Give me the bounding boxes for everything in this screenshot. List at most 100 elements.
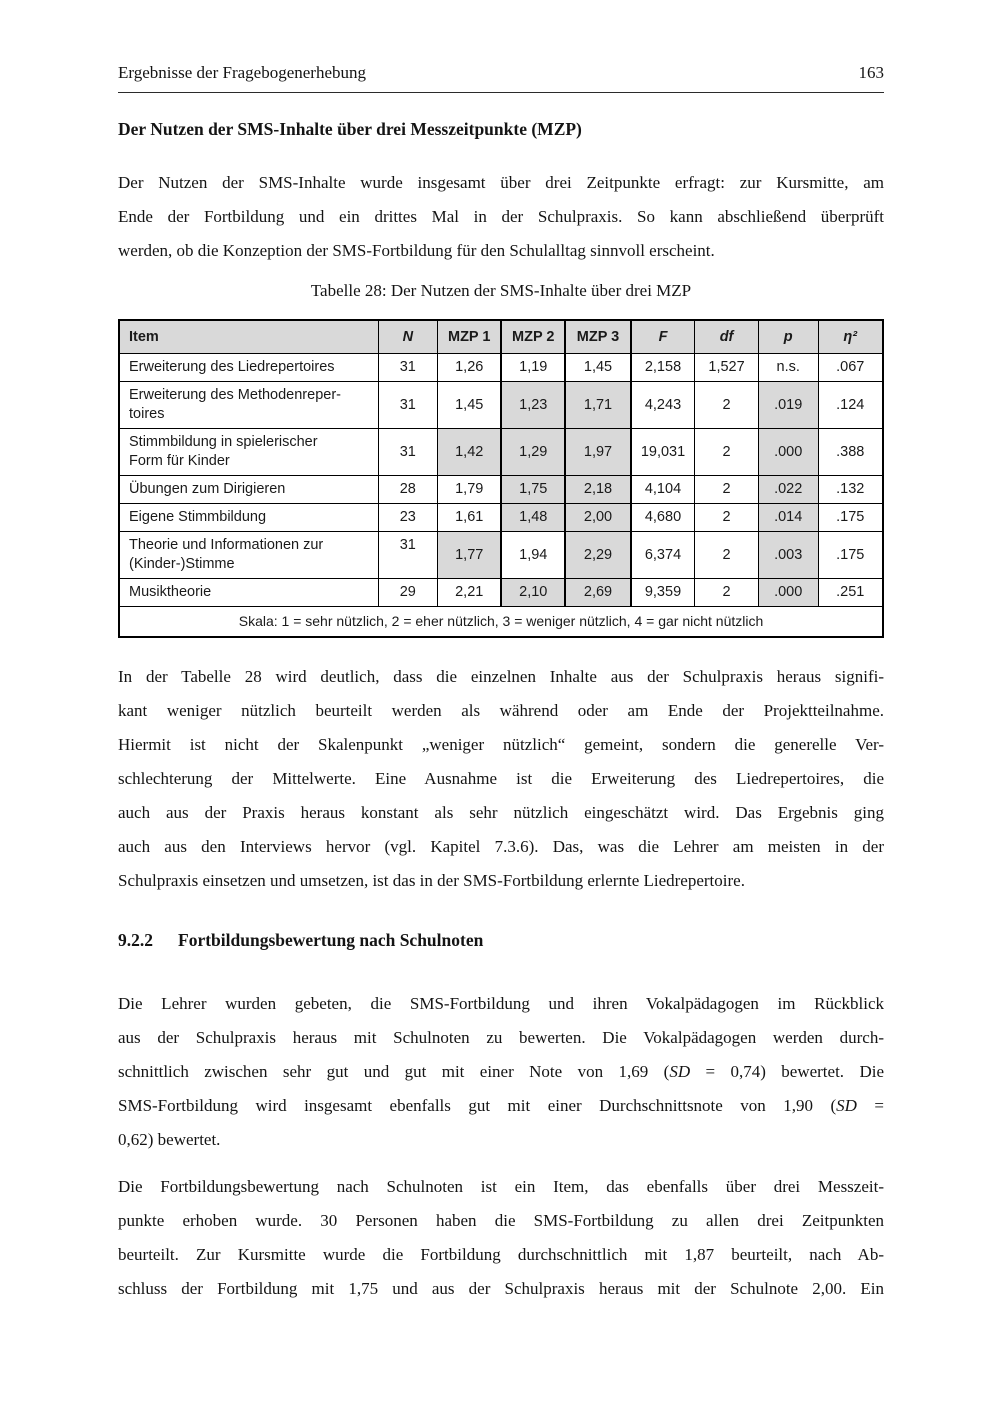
table-cell: 2,18: [564, 475, 632, 504]
text-segment: punkte erhoben wurde. 30 Personen haben …: [118, 1211, 884, 1230]
table-row: Musiktheorie 29 2,21 2,10 2,69 9,359 2.000.251: [118, 578, 884, 607]
table-cell: .251: [817, 578, 884, 607]
table-cell: .175: [817, 531, 884, 579]
table-row: Übungen zum Dirigieren 28 1,79 1,75 2,18 4,10…: [118, 475, 884, 504]
table-cell: 1,45: [437, 381, 502, 429]
table-cell: .124: [817, 381, 884, 429]
table-cell: 19,031: [629, 428, 696, 476]
table-cell-item: Stimmbildung in spielerischer Form für K…: [118, 428, 379, 476]
text-segment: aus der Schulpraxis heraus mit Schulnote…: [118, 1028, 884, 1047]
text-segment: auch aus der Praxis heraus konstant als …: [118, 803, 884, 822]
table-column-header: p: [757, 319, 819, 354]
table-cell: 1,94: [500, 531, 566, 579]
table-cell: 1,23: [500, 381, 566, 429]
table-cell: 2: [694, 503, 759, 532]
table-column-header: F: [629, 319, 696, 354]
table-cell: .014: [757, 503, 819, 532]
table-cell: 4,104: [629, 475, 696, 504]
table-cell: 23: [377, 503, 439, 532]
text-line: schnittlich zwischen sehr gut und gut mi…: [118, 1055, 884, 1089]
section-title: Fortbildungsbewertung nach Schulnoten: [178, 930, 484, 950]
text-segment: auch aus den Interviews hervor (vgl. Kap…: [118, 837, 884, 856]
text-segment: Die Fortbildungsbewertung nach Schulnote…: [118, 1177, 884, 1196]
table-cell: 9,359: [629, 578, 696, 607]
paragraph-grades: Die Fortbildungsbewertung nach Schulnote…: [118, 1170, 884, 1306]
table-cell: 1,26: [437, 353, 502, 382]
text-segment: SMS-Fortbildung wird insgesamt ebenfalls…: [118, 1096, 837, 1115]
text-segment: = 0,74) bewertet. Die: [690, 1062, 884, 1081]
table-caption: Tabelle 28: Der Nutzen der SMS-Inhalte ü…: [310, 281, 692, 300]
table-cell-item: Eigene Stimmbildung: [118, 503, 379, 532]
table-cell: 2,21: [437, 578, 502, 607]
table-cell: 1,29: [500, 428, 566, 476]
table-cell: 2,29: [564, 531, 632, 579]
text-segment: schnittlich zwischen sehr gut und gut mi…: [118, 1062, 670, 1081]
table-row: Theorie und Informationen zur (Kinder-)S…: [118, 531, 884, 579]
text-line: Die Fortbildungsbewertung nach Schulnote…: [118, 1170, 884, 1204]
italic-text-segment: SD: [669, 1062, 691, 1081]
table-column-header: MZP 3: [564, 319, 632, 354]
paragraph-intro: Der Nutzen der SMS-Inhalte wurde insgesa…: [118, 166, 884, 268]
text-segment: kant weniger nützlich beurteilt werden a…: [118, 701, 884, 720]
table-column-header: MZP 1: [437, 319, 502, 354]
table-cell: .175: [817, 503, 884, 532]
table-cell: 6,374: [629, 531, 696, 579]
table-cell: 1,42: [437, 428, 502, 476]
text-segment: Ende der Fortbildung und ein drittes Mal…: [118, 207, 884, 226]
table-cell: .003: [757, 531, 819, 579]
text-line: 0,62) bewertet.: [118, 1123, 884, 1157]
running-head: Ergebnisse der Fragebogenerhebung: [118, 63, 366, 82]
table-cell: 2,10: [500, 578, 566, 607]
table-cell: 31: [377, 428, 439, 476]
text-line: kant weniger nützlich beurteilt werden a…: [118, 694, 884, 728]
table-cell: 2: [694, 578, 759, 607]
page-number: 163: [858, 63, 885, 82]
table-row: Erweiterung des Methodenreper- toires 31 1…: [118, 381, 884, 429]
table-cell: 2: [694, 428, 759, 476]
text-segment: Die Lehrer wurden gebeten, die SMS-Fortb…: [118, 994, 884, 1013]
table-cell: .022: [757, 475, 819, 504]
table-row: Eigene Stimmbildung 23 1,61 1,48 2,00 4,680 2.…: [118, 503, 884, 532]
table-cell: 1,79: [437, 475, 502, 504]
table-column-header: MZP 2: [500, 319, 566, 354]
table-cell: 1,48: [500, 503, 566, 532]
text-line: beurteilt. Zur Kursmitte wurde die Fortb…: [118, 1238, 884, 1272]
text-line: Der Nutzen der SMS-Inhalte wurde insgesa…: [118, 166, 884, 200]
table-cell: 2,00: [564, 503, 632, 532]
table-cell: 1,77: [437, 531, 502, 579]
text-line: aus der Schulpraxis heraus mit Schulnote…: [118, 1021, 884, 1055]
table-cell-item: Erweiterung des Liedrepertoires: [118, 353, 379, 382]
text-segment: werden, ob die Konzeption der SMS-Fortbi…: [118, 241, 715, 260]
table-row: Stimmbildung in spielerischer Form für K…: [118, 428, 884, 476]
text-line: punkte erhoben wurde. 30 Personen haben …: [118, 1204, 884, 1238]
section-number: 9.2.2: [118, 930, 153, 950]
paragraph-rating: Die Lehrer wurden gebeten, die SMS-Fortb…: [118, 987, 884, 1157]
text-segment: schlechterung der Mittelwerte. Eine Ausn…: [118, 769, 884, 788]
table-cell-item: Musiktheorie: [118, 578, 379, 607]
table-cell: 4,243: [629, 381, 696, 429]
table-cell: n.s.: [757, 353, 819, 382]
table-cell: 2: [694, 381, 759, 429]
table-note-row: Skala: 1 = sehr nützlich, 2 = eher nützl…: [118, 606, 884, 638]
table-cell: 1,61: [437, 503, 502, 532]
table-column-header: df: [694, 319, 759, 354]
table-scale-note: Skala: 1 = sehr nützlich, 2 = eher nützl…: [118, 606, 884, 638]
table-cell: 2: [694, 531, 759, 579]
text-line: Schulpraxis einsetzen und umsetzen, ist …: [118, 864, 884, 898]
table-cell: 2,69: [564, 578, 632, 607]
table-cell: 29: [377, 578, 439, 607]
section-heading: 9.2.2 Fortbildungsbewertung nach Schulno…: [118, 930, 884, 951]
table-cell: 28: [377, 475, 439, 504]
table-cell: 1,45: [564, 353, 632, 382]
text-line: auch aus den Interviews hervor (vgl. Kap…: [118, 830, 884, 864]
text-segment: Hiermit ist nicht der Skalenpunkt „wenig…: [118, 735, 884, 754]
text-line: Ende der Fortbildung und ein drittes Mal…: [118, 200, 884, 234]
text-segment: schluss der Fortbildung mit 1,75 und aus…: [118, 1279, 884, 1298]
text-segment: Der Nutzen der SMS-Inhalte wurde insgesa…: [118, 173, 884, 192]
table-cell: .000: [757, 578, 819, 607]
table-column-header: Item: [118, 319, 379, 354]
